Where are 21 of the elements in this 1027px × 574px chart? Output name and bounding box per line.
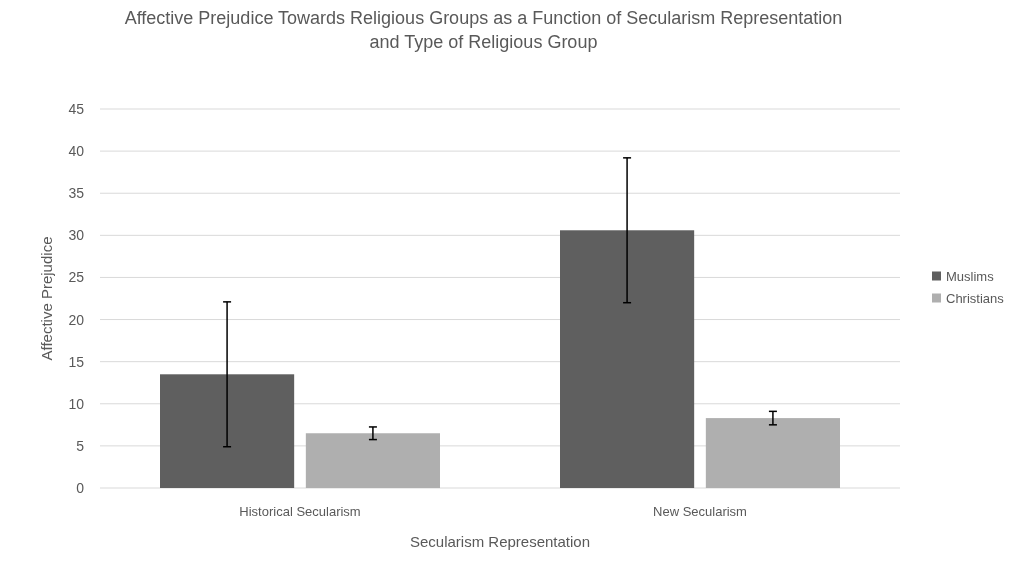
y-tick-label: 15 <box>68 353 85 370</box>
chart-title: Affective Prejudice Towards Religious Groups as a Function of Secularism Representation and Type of Religious Group <box>124 8 843 52</box>
y-tick-label: 35 <box>68 185 85 202</box>
x-axis-title: Secularism Representation <box>409 533 591 550</box>
x-tick-label: New Secularism <box>653 504 747 519</box>
y-tick-label: 45 <box>68 101 85 117</box>
y-tick-label: 20 <box>68 311 85 328</box>
bar <box>305 433 440 488</box>
bar <box>160 374 295 488</box>
y-tick-label: 30 <box>68 227 85 244</box>
y-tick-label: 0 <box>76 480 85 496</box>
y-tick-label: 5 <box>76 437 85 454</box>
y-tick-label: 10 <box>68 395 85 412</box>
y-tick-label: 40 <box>68 143 85 160</box>
y-tick-label: 25 <box>68 269 85 286</box>
bar <box>705 418 840 488</box>
bar <box>560 230 695 488</box>
y-axis-title: Affective Prejudice <box>38 236 55 361</box>
legend-label: Muslims <box>946 268 995 284</box>
legend-label: Christians <box>946 290 1005 306</box>
x-tick-label: Historical Secularism <box>239 504 361 519</box>
